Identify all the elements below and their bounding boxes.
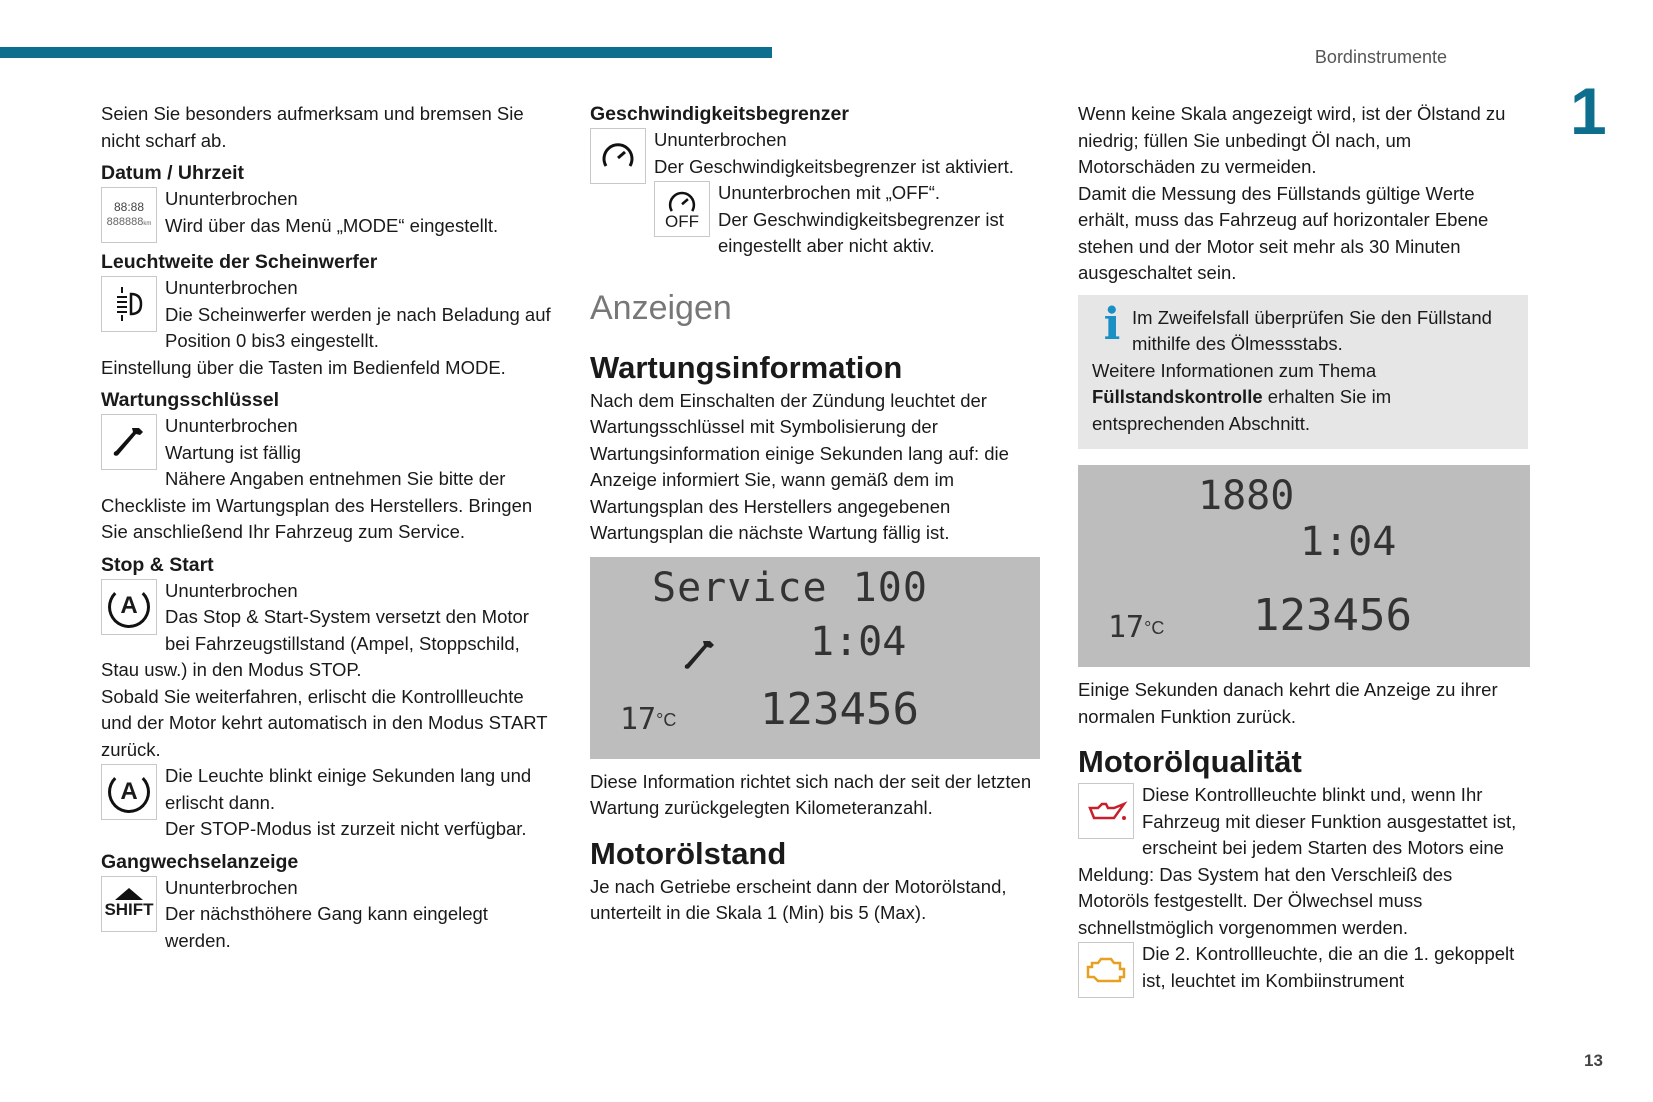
heading-leuchtweite: Leuchtweite der Scheinwerfer (101, 251, 378, 273)
column-2: Geschwindigkeitsbegrenzer Ununterbrochen… (590, 101, 1040, 927)
column-1: Seien Sie besonders aufmerksam und brems… (101, 101, 551, 954)
leuchtweite-item: Ununterbrochen Die Scheinwerfer werden j… (101, 275, 551, 381)
text: Im Zweifelsfall überprüfen Sie den Fülls… (1132, 306, 1492, 355)
speed-limiter-icon (590, 128, 646, 184)
text: Ununterbrochen (165, 579, 298, 601)
lcd-oil-value: 1880 (1198, 473, 1295, 519)
oil-can-icon (1078, 783, 1134, 839)
text: Je nach Getriebe erscheint dann der Moto… (590, 875, 1007, 924)
text: Wenn keine Skala angezeigt wird, ist der… (1078, 103, 1506, 177)
speed-limiter-off-icon: OFF (654, 181, 710, 237)
text: Damit die Messung des Füllstands gültige… (1078, 182, 1489, 284)
text: Einige Sekunden danach kehrt die Anzeige… (1078, 679, 1498, 727)
text: Ununterbrochen (165, 876, 298, 898)
stop-start-icon: A (101, 578, 157, 635)
text: Der STOP-Modus ist zurzeit nicht verfügb… (165, 818, 527, 839)
text: Der nächsthöhere Gang kann eingelegt wer… (165, 903, 488, 951)
heading-wartung: Wartungsschlüssel (101, 389, 280, 411)
lcd-odometer: 123456 (1253, 590, 1412, 641)
info-icon: i (1103, 304, 1121, 350)
text: Das Stop & Start-System versetzt den Mot… (101, 606, 529, 680)
heading-gangwechsel: Gangwechselanzeige (101, 850, 299, 873)
lcd-time: 1:04 (1300, 519, 1397, 565)
section-title: Bordinstrumente (1314, 47, 1447, 67)
lcd-time: 1:04 (810, 618, 907, 665)
text: Nach dem Einschalten der Zündung leuchte… (590, 389, 1009, 544)
intro-text: Seien Sie besonders aufmerksam und brems… (101, 103, 524, 151)
shift-up-icon: SHIFT (101, 875, 157, 932)
heading-motoroelstand: Motorölstand (590, 835, 787, 871)
wrench-icon (101, 414, 157, 470)
heading-motoroelqualitaet: Motorölqualität (1078, 744, 1302, 779)
lcd-odometer: 123456 (760, 683, 919, 735)
oil-level-lcd-display: 1880 1:04 17°C 123456 (1078, 465, 1530, 667)
lcd-service-text: Service 100 (652, 564, 928, 611)
oil-quality-item: Diese Kontrollleuchte blinkt und, wenn I… (1078, 782, 1528, 998)
text: Die 2. Kontrollleuchte, die an die 1. ge… (1142, 943, 1515, 991)
text: Ununterbrochen (165, 415, 298, 436)
text: Der Geschwindigkeitsbegrenzer ist einges… (718, 208, 1004, 257)
section-heading-anzeigen: Anzeigen (590, 288, 732, 327)
headlamp-leveling-icon (101, 276, 157, 332)
heading-datum: Datum / Uhrzeit (101, 162, 245, 184)
heading-stop-start: Stop & Start (101, 553, 214, 576)
wartung-item: Ununterbrochen Wartung ist fällig Nähere… (101, 413, 551, 546)
stop-start-item: A Ununterbrochen Das Stop & Start-System… (101, 578, 551, 843)
engine-check-icon (1078, 942, 1134, 998)
text: Einstellung über die Tasten im Bedienfel… (101, 356, 506, 378)
chapter-number: 1 (1570, 74, 1607, 148)
text: Diese Kontrollleuchte blinkt und, wenn I… (1078, 784, 1517, 938)
gang-item: SHIFT Ununterbrochen Der nächsthöhere Ga… (101, 875, 551, 955)
text: Weitere Informationen zum Thema Füllstan… (1092, 359, 1392, 434)
text: Ununterbrochen (165, 277, 298, 298)
wrench-icon (680, 632, 720, 687)
heading-wartungsinformation: Wartungsinformation (590, 349, 903, 385)
datum-item: 88:88 888888km Ununterbrochen Wird über d… (101, 186, 551, 243)
stop-start-icon: A (101, 764, 157, 820)
text: Wird über das Menü „MODE“ eingestellt. (165, 214, 499, 236)
begrenzer-item: Ununterbrochen Der Geschwindigkeitsbegre… (590, 127, 1040, 260)
text: Die Leuchte blinkt einige Sekunden lang … (165, 765, 532, 813)
text: Die Scheinwerfer werden je nach Beladung… (165, 303, 551, 352)
text: Ununterbrochen (654, 129, 787, 150)
page-number: 13 (1584, 1051, 1603, 1070)
clock-display-icon: 88:88 888888km (101, 187, 157, 243)
text: Nähere Angaben entnehmen Sie bitte der C… (101, 468, 533, 542)
text: Sobald Sie weiterfahren, erlischt die Ko… (101, 685, 548, 760)
info-box: i Im Zweifelsfall überprüfen Sie den Füll… (1078, 294, 1528, 449)
header-accent-bar (0, 47, 772, 58)
lcd-temperature: 17°C (620, 701, 677, 737)
text: Ununterbrochen (165, 188, 298, 209)
text: Der Geschwindigkeitsbegrenzer ist aktivi… (654, 155, 1014, 177)
heading-begrenzer: Geschwindigkeitsbegrenzer (590, 103, 849, 125)
text: Ununterbrochen mit „OFF“. (718, 182, 941, 203)
column-3: Wenn keine Skala angezeigt wird, ist der… (1078, 101, 1530, 998)
service-lcd-display: Service 100 1:04 17°C 123456 (590, 556, 1040, 759)
lcd-temperature: 17°C (1108, 610, 1165, 645)
text: Wartung ist fällig (165, 441, 302, 463)
text: Diese Information richtet sich nach der … (590, 770, 1032, 819)
